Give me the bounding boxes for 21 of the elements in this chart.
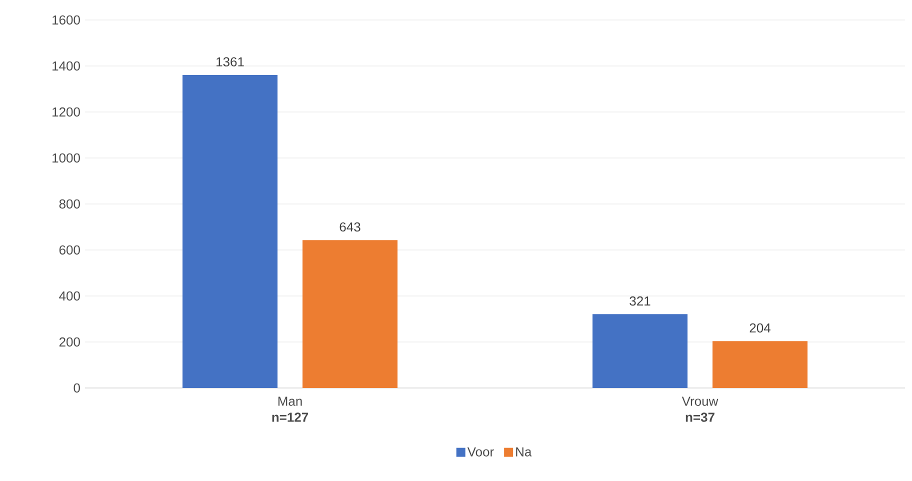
- data-label: 321: [630, 296, 650, 306]
- bar: [592, 314, 688, 388]
- bar: [302, 240, 398, 388]
- data-label: 643: [340, 222, 360, 232]
- data-label: 1361: [216, 57, 244, 66]
- y-tick-label: 0: [74, 383, 80, 393]
- y-tick-label: 200: [59, 337, 80, 347]
- y-tick-label: 1000: [52, 153, 80, 163]
- data-label: 204: [750, 323, 770, 333]
- bar: [182, 74, 278, 388]
- y-tick-label: 1600: [52, 15, 80, 25]
- y-tick-label: 1200: [52, 107, 80, 117]
- y-tick-label: 400: [59, 291, 80, 301]
- x-tick-label: Vrouw n=37: [682, 396, 718, 422]
- x-tick-label: Man n=127: [272, 396, 308, 422]
- legend-label: Voor: [467, 447, 494, 456]
- bar: [712, 341, 808, 388]
- legend-label: Na: [516, 447, 532, 456]
- y-tick-label: 1400: [52, 61, 80, 71]
- y-tick-label: 800: [59, 199, 80, 209]
- y-tick-label: 600: [59, 245, 80, 255]
